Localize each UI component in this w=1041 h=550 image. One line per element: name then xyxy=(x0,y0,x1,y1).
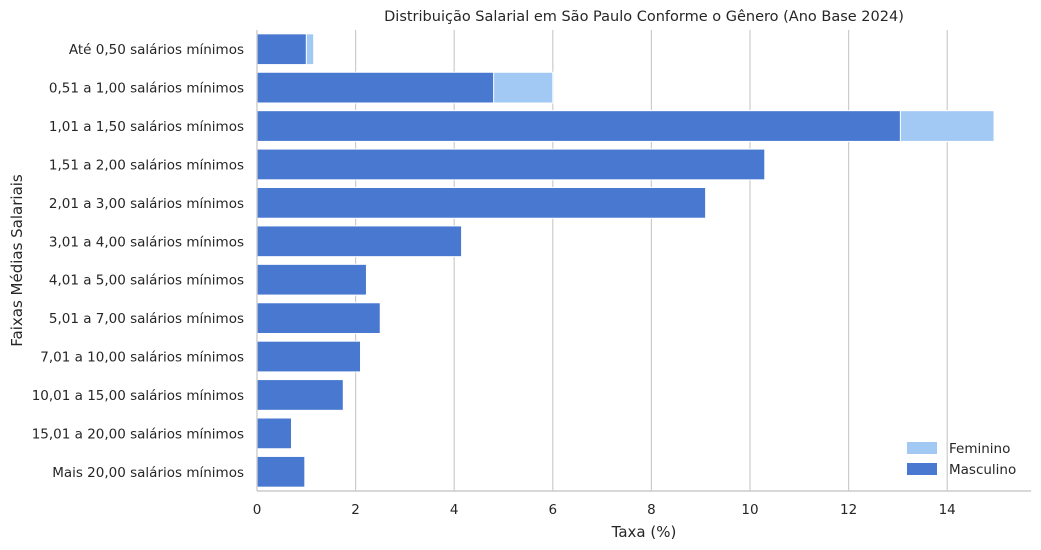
y-tick-label-0: Até 0,50 salários mínimos xyxy=(69,42,244,58)
y-tick-label-4: 2,01 a 3,00 salários mínimos xyxy=(49,196,244,212)
x-axis-label: Taxa (%) xyxy=(611,523,677,541)
chart-title: Distribuição Salarial em São Paulo Confo… xyxy=(384,9,904,25)
bar-masculino-1 xyxy=(256,71,495,104)
bar-masculino-7 xyxy=(256,302,381,334)
y-tick-label-7: 5,01 a 7,00 salários mínimos xyxy=(49,311,244,327)
bar-masculino-6 xyxy=(256,263,367,296)
bar-masculino-9 xyxy=(256,379,344,411)
bar-masculino-8 xyxy=(256,340,362,373)
y-tick-label-10: 15,01 a 20,00 salários mínimos xyxy=(32,426,244,442)
bar-masculino-2 xyxy=(256,110,901,142)
legend-label-masculino: Masculino xyxy=(949,462,1016,478)
legend-swatch-masculino xyxy=(907,463,937,475)
x-tick-label-8: 8 xyxy=(647,502,656,518)
bar-masculino-3 xyxy=(256,148,766,181)
bar-masculino-0 xyxy=(256,33,307,66)
grid-lines xyxy=(354,30,948,491)
legend-label-feminino: Feminino xyxy=(949,441,1010,457)
x-tick-label-2: 2 xyxy=(351,502,360,518)
x-tick-label-14: 14 xyxy=(939,502,956,518)
bar-masculino-4 xyxy=(256,187,707,219)
bar-masculino-5 xyxy=(256,225,463,258)
y-tick-labels: Até 0,50 salários mínimos 0,51 a 1,00 sal… xyxy=(32,42,244,481)
bar-masculino-10 xyxy=(256,417,293,450)
x-tick-labels: 0 2 4 6 8 10 12 14 xyxy=(253,502,956,518)
x-tick-label-12: 12 xyxy=(840,502,857,518)
y-tick-label-8: 7,01 a 10,00 salários mínimos xyxy=(40,350,244,366)
y-tick-label-2: 1,01 a 1,50 salários mínimos xyxy=(49,119,244,135)
legend: Feminino Masculino xyxy=(907,441,1016,478)
x-tick-label-10: 10 xyxy=(741,502,758,518)
y-tick-label-1: 0,51 a 1,00 salários mínimos xyxy=(49,81,244,97)
y-tick-label-11: Mais 20,00 salários mínimos xyxy=(52,465,244,481)
x-tick-label-6: 6 xyxy=(548,502,557,518)
x-tick-label-4: 4 xyxy=(450,502,459,518)
legend-swatch-feminino xyxy=(907,442,937,454)
y-tick-label-6: 4,01 a 5,00 salários mínimos xyxy=(49,273,244,289)
y-tick-label-5: 3,01 a 4,00 salários mínimos xyxy=(49,234,244,250)
y-tick-label-3: 1,51 a 2,00 salários mínimos xyxy=(49,157,244,173)
axes-group xyxy=(256,30,1031,492)
bars-group xyxy=(256,33,995,488)
y-axis-label: Faixas Médias Salariais xyxy=(8,174,26,347)
x-tick-label-0: 0 xyxy=(253,502,262,518)
bar-masculino-11 xyxy=(256,455,306,488)
y-tick-label-9: 10,01 a 15,00 salários mínimos xyxy=(32,388,244,404)
